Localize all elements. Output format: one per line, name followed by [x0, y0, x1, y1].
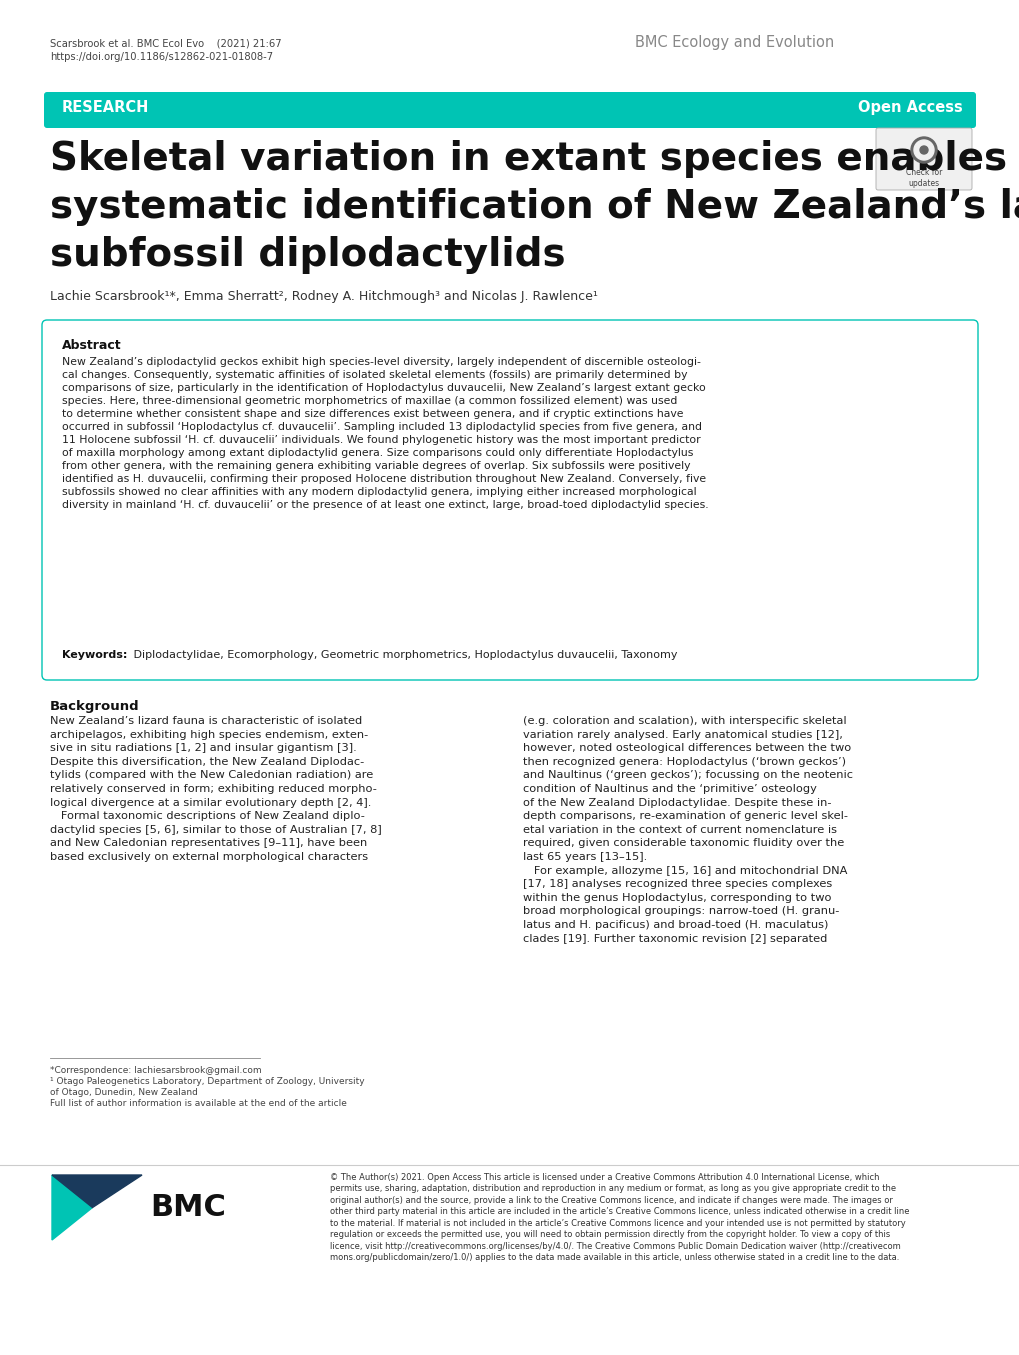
Text: © The Author(s) 2021. Open Access This article is licensed under a Creative Comm: © The Author(s) 2021. Open Access This a…	[330, 1173, 909, 1262]
Circle shape	[910, 137, 936, 163]
Text: BMC Ecology and Evolution: BMC Ecology and Evolution	[635, 35, 834, 50]
Text: Abstract: Abstract	[62, 339, 121, 352]
Text: ¹ Otago Paleogenetics Laboratory, Department of Zoology, University: ¹ Otago Paleogenetics Laboratory, Depart…	[50, 1077, 364, 1085]
FancyBboxPatch shape	[42, 320, 977, 680]
Text: New Zealand’s diplodactylid geckos exhibit high species-level diversity, largely: New Zealand’s diplodactylid geckos exhib…	[62, 356, 708, 511]
Text: Check for
updates: Check for updates	[905, 168, 942, 188]
Text: Keywords:: Keywords:	[62, 650, 127, 660]
Text: Diplodactylidae, Ecomorphology, Geometric morphometrics, Hoplodactylus duvauceli: Diplodactylidae, Ecomorphology, Geometri…	[129, 650, 677, 660]
Text: https://doi.org/10.1186/s12862-021-01808-7: https://doi.org/10.1186/s12862-021-01808…	[50, 51, 273, 62]
Text: Skeletal variation in extant species enables: Skeletal variation in extant species ena…	[50, 140, 1006, 178]
Circle shape	[919, 146, 927, 154]
Bar	[0, 1165, 1019, 1340]
Text: Full list of author information is available at the end of the article: Full list of author information is avail…	[50, 1099, 346, 1108]
Text: Scarsbrook et al. BMC Ecol Evo    (2021) 21:67: Scarsbrook et al. BMC Ecol Evo (2021) 21…	[50, 38, 281, 47]
Text: systematic identification of New Zealand’s large,: systematic identification of New Zealand…	[50, 188, 1019, 226]
Circle shape	[913, 140, 933, 160]
FancyBboxPatch shape	[44, 92, 975, 127]
Polygon shape	[52, 1175, 142, 1207]
Text: Lachie Scarsbrook¹*, Emma Sherratt², Rodney A. Hitchmough³ and Nicolas J. Rawlen: Lachie Scarsbrook¹*, Emma Sherratt², Rod…	[50, 290, 597, 304]
Text: RESEARCH: RESEARCH	[62, 100, 149, 115]
Text: Background: Background	[50, 701, 140, 713]
Text: of Otago, Dunedin, New Zealand: of Otago, Dunedin, New Zealand	[50, 1088, 198, 1098]
FancyBboxPatch shape	[875, 127, 971, 190]
Text: Open Access: Open Access	[857, 100, 962, 115]
Text: subfossil diplodactylids: subfossil diplodactylids	[50, 236, 566, 274]
Text: BMC: BMC	[150, 1192, 225, 1222]
Polygon shape	[52, 1175, 93, 1240]
Text: (e.g. coloration and scalation), with interspecific skeletal
variation rarely an: (e.g. coloration and scalation), with in…	[523, 715, 852, 943]
Text: *Correspondence: lachiesarsbrook@gmail.com: *Correspondence: lachiesarsbrook@gmail.c…	[50, 1066, 261, 1075]
Text: New Zealand’s lizard fauna is characteristic of isolated
archipelagos, exhibitin: New Zealand’s lizard fauna is characteri…	[50, 715, 381, 862]
